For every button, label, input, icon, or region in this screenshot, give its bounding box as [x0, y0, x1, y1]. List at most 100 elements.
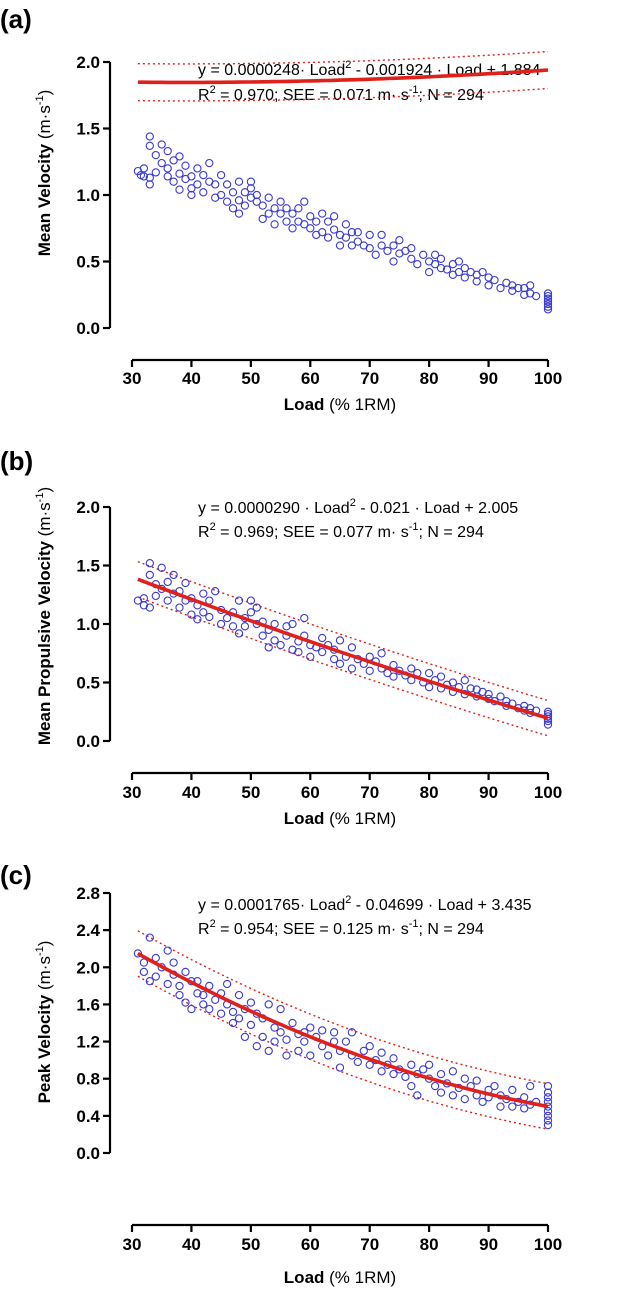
data-point — [151, 591, 160, 601]
data-point — [258, 631, 267, 640]
data-point — [264, 193, 273, 202]
data-point — [175, 990, 184, 1000]
data-point — [365, 666, 374, 675]
data-point — [264, 209, 273, 218]
data-point — [543, 297, 553, 306]
data-point — [246, 998, 256, 1007]
x-tick-label: 90 — [479, 783, 498, 802]
data-point — [395, 236, 404, 245]
data-point — [169, 177, 178, 186]
data-point — [377, 241, 386, 250]
data-point — [270, 636, 279, 645]
x-tick-label: 60 — [301, 1235, 320, 1254]
data-point — [514, 283, 523, 293]
data-point — [258, 214, 267, 224]
data-point — [157, 140, 166, 149]
data-point — [294, 204, 303, 213]
data-point — [222, 613, 232, 623]
data-point — [318, 633, 327, 643]
data-point — [151, 168, 160, 177]
data-point — [300, 197, 309, 206]
data-point — [145, 141, 154, 150]
y-tick-label: 1.5 — [76, 557, 100, 576]
data-point — [246, 608, 256, 617]
panel-label: (a) — [0, 4, 32, 34]
data-point — [329, 1028, 339, 1037]
data-point — [199, 608, 208, 617]
y-tick-label: 1.2 — [76, 1033, 100, 1052]
data-point — [508, 1085, 517, 1095]
data-point — [181, 998, 190, 1007]
data-point — [407, 254, 416, 263]
data-point — [145, 180, 154, 189]
y-tick-label: 2.0 — [76, 958, 100, 977]
data-point — [389, 241, 398, 250]
data-point — [276, 1004, 285, 1014]
data-point — [151, 972, 160, 981]
y-axis-title: Peak Velocity (m·s-1) — [34, 941, 54, 1104]
data-point — [496, 1102, 505, 1111]
x-axis-title: Load (% 1RM) — [284, 1268, 396, 1287]
data-point — [205, 158, 214, 168]
data-point — [460, 273, 469, 282]
data-point — [145, 977, 154, 986]
lower-prediction-band — [137, 87, 549, 102]
data-point — [318, 1026, 327, 1035]
data-point — [531, 291, 541, 301]
x-tick-label: 80 — [420, 783, 439, 802]
data-point — [193, 989, 202, 998]
data-point — [270, 220, 279, 229]
data-point — [543, 1116, 553, 1125]
data-point — [318, 647, 327, 657]
data-point — [282, 1035, 291, 1044]
data-point — [216, 619, 226, 629]
x-tick-label: 50 — [241, 1235, 260, 1254]
data-point — [365, 1042, 374, 1051]
y-tick-label: 2.0 — [76, 53, 100, 72]
data-point — [377, 230, 386, 240]
data-point — [312, 217, 321, 226]
panel-label: (c) — [0, 860, 32, 890]
data-point — [145, 603, 154, 612]
data-point — [424, 1060, 434, 1069]
data-point — [145, 559, 154, 568]
data-point — [424, 683, 434, 692]
data-point — [300, 1037, 309, 1046]
data-point — [234, 1014, 244, 1023]
data-point — [543, 1081, 553, 1091]
chart-panel-2: (b) 0.0 0.5 1.0 1.5 2.0 30 40 50 60 70 80 90 100 Load … — [0, 446, 562, 828]
x-tick-label: 80 — [420, 369, 439, 388]
data-point — [454, 257, 464, 266]
data-point — [175, 603, 184, 612]
data-point — [264, 1046, 273, 1056]
data-point — [436, 1069, 446, 1079]
data-point — [436, 263, 446, 273]
data-point — [228, 188, 238, 197]
data-point — [270, 1037, 279, 1046]
data-point — [448, 1091, 458, 1100]
data-point — [252, 603, 261, 612]
data-point — [335, 241, 345, 250]
data-point — [306, 1051, 315, 1060]
data-point — [282, 217, 291, 226]
data-point — [205, 612, 214, 622]
data-point — [436, 1088, 446, 1097]
data-point — [282, 1051, 291, 1060]
data-point — [543, 1120, 553, 1130]
data-point — [460, 1074, 469, 1083]
x-tick-label: 30 — [123, 1235, 142, 1254]
data-point — [472, 277, 481, 286]
data-point — [187, 190, 196, 200]
y-tick-label: 2.4 — [76, 921, 100, 940]
data-point — [306, 1023, 315, 1032]
y-tick-label: 0.5 — [76, 674, 100, 693]
data-point — [323, 233, 333, 242]
data-point — [246, 1020, 256, 1030]
x-tick-label: 50 — [241, 369, 260, 388]
data-point — [282, 204, 291, 213]
data-point — [460, 263, 469, 273]
data-point — [133, 949, 143, 958]
upper-prediction-band — [137, 930, 549, 1085]
data-point — [270, 204, 279, 213]
data-point — [543, 1111, 553, 1121]
